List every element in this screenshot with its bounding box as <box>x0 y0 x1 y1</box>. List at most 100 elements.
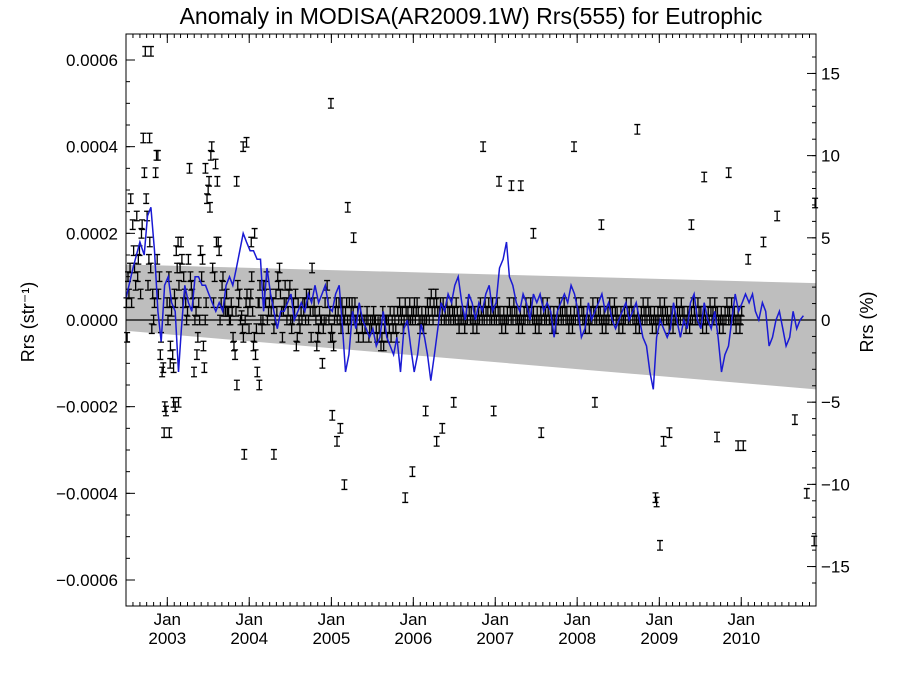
data-point-outlier <box>701 171 708 183</box>
data-point <box>164 314 171 326</box>
data-point <box>247 288 254 300</box>
data-point <box>738 305 745 317</box>
data-point <box>602 323 609 335</box>
data-point <box>737 314 744 326</box>
data-point <box>235 297 242 309</box>
data-point-outlier <box>166 427 173 439</box>
data-point <box>195 297 202 309</box>
data-point <box>214 175 221 187</box>
data-point <box>157 349 164 361</box>
x-tick-year: 2004 <box>230 629 268 648</box>
data-point <box>140 132 147 144</box>
data-point-outlier <box>735 440 742 452</box>
data-point <box>279 331 286 343</box>
data-point-outlier <box>634 123 641 135</box>
data-point-outlier <box>333 435 340 447</box>
data-point <box>619 323 626 335</box>
data-point-outlier <box>240 141 247 153</box>
data-point <box>233 379 240 391</box>
data-point-outlier <box>530 227 537 239</box>
data-point <box>175 279 182 291</box>
data-point <box>253 323 260 335</box>
data-point <box>461 323 468 335</box>
data-point <box>187 271 194 283</box>
data-point-outlier <box>812 197 819 209</box>
data-point <box>232 349 239 361</box>
data-point <box>193 305 200 317</box>
data-point-outlier <box>202 162 209 174</box>
data-point-outlier <box>660 435 667 447</box>
data-point-outlier <box>243 136 250 148</box>
data-point-outlier <box>175 396 182 408</box>
smooth-line <box>125 207 804 390</box>
data-point <box>644 297 651 309</box>
data-point <box>569 323 576 335</box>
y2-tick-label: 5 <box>821 229 830 248</box>
y-tick-label: 0.0002 <box>66 224 118 243</box>
data-point <box>456 323 463 335</box>
data-point-outlier <box>439 422 446 434</box>
data-point-outlier <box>688 219 695 231</box>
chart-title: Anomaly in MODISA(AR2009.1W) Rrs(555) fo… <box>180 3 763 29</box>
data-point-outlier <box>350 232 357 244</box>
data-point <box>308 331 315 343</box>
y-tick-label: 0.0000 <box>66 311 118 330</box>
data-point <box>201 362 208 374</box>
data-point-outlier <box>740 440 747 452</box>
data-point-outlier <box>170 362 177 374</box>
data-point <box>661 297 668 309</box>
data-point <box>185 253 192 265</box>
data-point <box>720 323 727 335</box>
x-tick-month: Jan <box>318 610 345 629</box>
data-point <box>414 297 421 309</box>
x-tick-year: 2006 <box>394 629 432 648</box>
data-point <box>178 253 185 265</box>
data-point-outlier <box>256 379 263 391</box>
data-point-outlier <box>341 479 348 491</box>
data-point <box>216 245 223 257</box>
data-point <box>328 323 335 335</box>
data-point <box>146 236 153 248</box>
data-point <box>248 271 255 283</box>
data-point <box>325 314 332 326</box>
data-point <box>277 288 284 300</box>
y2-tick-label: −10 <box>821 475 850 494</box>
data-point <box>200 340 207 352</box>
data-point-outlier <box>714 431 721 443</box>
data-point <box>180 271 187 283</box>
data-point <box>313 340 320 352</box>
data-point <box>241 448 248 460</box>
data-point <box>314 331 321 343</box>
data-point <box>380 340 387 352</box>
data-point <box>147 262 154 274</box>
data-point <box>288 323 295 335</box>
x-tick-year: 2003 <box>148 629 186 648</box>
data-point <box>239 323 246 335</box>
data-point <box>177 236 184 248</box>
data-point <box>141 167 148 179</box>
data-point <box>143 193 150 205</box>
y2-axis-label: Rrs (%) <box>857 292 877 353</box>
data-point <box>309 262 316 274</box>
data-point <box>207 149 214 161</box>
data-point-outlier <box>725 167 732 179</box>
data-point-outlier <box>666 427 673 439</box>
data-point <box>230 340 237 352</box>
data-point <box>586 323 593 335</box>
data-point <box>219 279 226 291</box>
data-point <box>238 310 245 322</box>
y2-tick-label: 15 <box>821 64 840 83</box>
data-point <box>276 262 283 274</box>
data-point <box>137 288 144 300</box>
data-point <box>473 323 480 335</box>
data-point <box>199 253 206 265</box>
data-point <box>139 219 146 231</box>
data-point-outlier <box>270 448 277 460</box>
y-tick-label: −0.0002 <box>56 398 118 417</box>
data-point <box>351 297 358 309</box>
data-point <box>242 314 249 326</box>
data-point <box>212 158 219 170</box>
data-point <box>150 314 157 326</box>
data-point-outlier <box>508 180 515 192</box>
data-point <box>144 279 151 291</box>
